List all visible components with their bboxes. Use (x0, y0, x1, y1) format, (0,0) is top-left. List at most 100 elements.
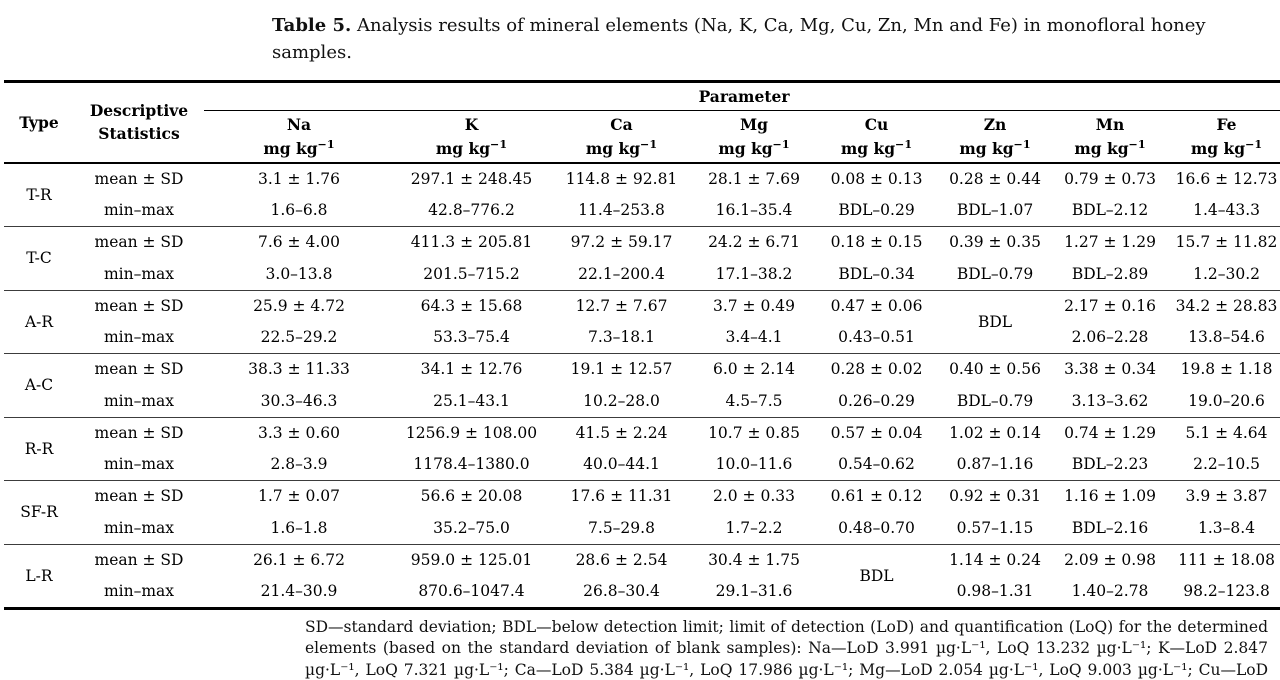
value-cell-mn-minmax: 1.40–2.78 (1051, 576, 1169, 610)
value-cell-mn-mean: 1.27 ± 1.29 (1064, 233, 1156, 252)
table-row-minmax: min–max 21.4–30.9 870.6–1047.4 26.8–30.4 29.… (4, 576, 1280, 610)
value-cell-mg-mean: 6.0 ± 2.14 (712, 360, 795, 379)
element-symbol: Zn (983, 115, 1007, 135)
element-unit: mg kg−1 (435, 137, 508, 158)
value-cell-fe-minmax: 98.2–123.8 (1169, 576, 1280, 610)
value-cell-na-mean: 3.3 ± 0.60 (257, 423, 340, 442)
parameter-header-row: Type Descriptive Statistics Parameter (4, 81, 1280, 164)
value-cell-fe-mean: 111 ± 18.08 (1178, 550, 1275, 569)
value-cell-mg-minmax: 29.1–31.6 (694, 576, 814, 610)
value-cell-mn-mean: 1.16 ± 1.09 (1064, 487, 1156, 506)
value-cell-cu-minmax: 0.48–0.70 (814, 512, 939, 545)
value-cell-mg-mean: 10.7 ± 0.85 (708, 423, 800, 442)
value-cell-zn-minmax: 0.87–1.16 (939, 449, 1051, 482)
value-cell-ca-minmax: 7.3–18.1 (549, 322, 694, 355)
element-unit: mg kg−1 (585, 137, 658, 158)
value-cell-cu-mean: 0.57 ± 0.04 (830, 423, 923, 442)
value-cell-mn-mean: 0.74 ± 1.29 (1064, 423, 1156, 442)
value-cell-ca-minmax: 26.8–30.4 (549, 576, 694, 610)
value-cell-zn-minmax: 0.57–1.15 (939, 512, 1051, 545)
stat-label-mean: mean ± SD (94, 296, 184, 315)
type-cell: T-R (4, 162, 74, 228)
value-cell-k-mean: 959.0 ± 125.01 (410, 550, 533, 569)
value-cell-ca-mean: 41.5 ± 2.24 (575, 423, 668, 442)
header-element-fe: Fe mg kg−1 (1169, 110, 1280, 164)
value-cell-k-minmax: 870.6–1047.4 (394, 576, 549, 610)
value-cell-mn-minmax: 3.13–3.62 (1051, 385, 1169, 418)
value-cell-cu: BDL (814, 544, 939, 610)
value-cell-na-minmax: 3.0–13.8 (204, 258, 394, 291)
element-unit: mg kg−1 (263, 137, 335, 158)
value-cell-cu-mean: 0.61 ± 0.12 (830, 487, 923, 506)
value-cell-mg-minmax: 3.4–4.1 (694, 322, 814, 355)
value-cell-fe-minmax: 19.0–20.6 (1169, 385, 1280, 418)
type-cell: A-C (4, 353, 74, 418)
value-cell-ca-mean: 114.8 ± 92.81 (565, 169, 678, 188)
value-cell-fe-minmax: 2.2–10.5 (1169, 449, 1280, 482)
table-caption-text: Analysis results of mineral elements (Na… (272, 15, 1206, 63)
stat-label-mean: mean ± SD (94, 423, 184, 442)
element-unit: mg kg−1 (959, 137, 1031, 158)
value-cell-mg-minmax: 1.7–2.2 (694, 512, 814, 545)
value-cell-zn-minmax: 0.98–1.31 (939, 576, 1051, 610)
value-cell-cu-minmax: 0.43–0.51 (814, 322, 939, 355)
type-cell: A-R (4, 290, 74, 355)
value-cell-fe-mean: 3.9 ± 3.87 (1185, 487, 1268, 506)
stat-label-mean: mean ± SD (94, 550, 184, 569)
value-cell-zn-mean: 0.92 ± 0.31 (949, 487, 1041, 506)
table-row-mean: A-C mean ± SD 38.3 ± 11.33 34.1 ± 12.76 19.1… (4, 353, 1280, 418)
value-cell-k-minmax: 42.8–776.2 (394, 195, 549, 228)
stat-label-minmax: min–max (74, 449, 204, 482)
value-cell-fe-mean: 34.2 ± 28.83 (1175, 296, 1278, 315)
value-cell-ca-mean: 17.6 ± 11.31 (570, 487, 673, 506)
element-unit: mg kg−1 (840, 137, 913, 158)
value-cell-na-minmax: 30.3–46.3 (204, 385, 394, 418)
header-type: Type (4, 81, 74, 164)
element-symbol: Fe (1216, 115, 1237, 135)
value-cell-zn-minmax: BDL–1.07 (939, 195, 1051, 228)
value-cell-na-minmax: 21.4–30.9 (204, 576, 394, 610)
row-group-r-r: R-R mean ± SD 3.3 ± 0.60 1256.9 ± 108.00 41.… (4, 417, 1280, 482)
value-cell-k-mean: 34.1 ± 12.76 (420, 360, 523, 379)
value-cell-mn-minmax: BDL–2.23 (1051, 449, 1169, 482)
value-cell-ca-mean: 19.1 ± 12.57 (570, 360, 673, 379)
value-cell-cu-minmax: BDL–0.29 (814, 195, 939, 228)
value-cell-ca-minmax: 22.1–200.4 (549, 258, 694, 291)
stat-label-minmax: min–max (74, 512, 204, 545)
value-cell-k-mean: 64.3 ± 15.68 (420, 296, 523, 315)
mineral-elements-table: Type Descriptive Statistics Parameter Na… (4, 80, 1280, 611)
value-cell-zn: BDL (939, 290, 1051, 355)
value-cell-zn-minmax: BDL–0.79 (939, 258, 1051, 291)
value-cell-fe-minmax: 1.4–43.3 (1169, 195, 1280, 228)
header-element-zn: Zn mg kg−1 (939, 110, 1051, 164)
value-cell-na-minmax: 2.8–3.9 (204, 449, 394, 482)
row-group-a-c: A-C mean ± SD 38.3 ± 11.33 34.1 ± 12.76 19.1… (4, 353, 1280, 418)
value-cell-k-mean: 411.3 ± 205.81 (410, 233, 533, 252)
value-cell-cu-mean: 0.28 ± 0.02 (830, 360, 923, 379)
element-symbol: Cu (864, 115, 889, 135)
value-cell-ca-minmax: 7.5–29.8 (549, 512, 694, 545)
header-element-mg: Mg mg kg−1 (694, 110, 814, 164)
value-cell-cu-minmax: 0.54–0.62 (814, 449, 939, 482)
value-cell-cu-minmax: 0.26–0.29 (814, 385, 939, 418)
header-parameter-group: Parameter (204, 81, 1280, 112)
table-row-minmax: min–max 22.5–29.2 53.3–75.4 7.3–18.1 3.4–4.1… (4, 322, 1280, 355)
value-cell-fe-mean: 15.7 ± 11.82 (1175, 233, 1278, 252)
header-descriptive-statistics: Descriptive Statistics (74, 81, 204, 164)
header-element-ca: Ca mg kg−1 (549, 110, 694, 164)
value-cell-cu-mean: 0.08 ± 0.13 (830, 169, 923, 188)
row-group-t-r: T-R mean ± SD 3.1 ± 1.76 297.1 ± 248.45 114.… (4, 162, 1280, 228)
element-symbol: Na (286, 115, 312, 135)
value-cell-k-minmax: 35.2–75.0 (394, 512, 549, 545)
table-caption: Table 5. Analysis results of mineral ele… (272, 12, 1272, 66)
value-cell-mg-mean: 3.7 ± 0.49 (712, 296, 795, 315)
row-group-sf-r: SF-R mean ± SD 1.7 ± 0.07 56.6 ± 20.08 17.6 … (4, 480, 1280, 545)
table-row-minmax: min–max 2.8–3.9 1178.4–1380.0 40.0–44.1 10.0… (4, 449, 1280, 482)
row-group-t-c: T-C mean ± SD 7.6 ± 4.00 411.3 ± 205.81 97.2… (4, 226, 1280, 291)
table-row-mean: R-R mean ± SD 3.3 ± 0.60 1256.9 ± 108.00 41.… (4, 417, 1280, 482)
value-cell-na-minmax: 1.6–1.8 (204, 512, 394, 545)
stat-label-minmax: min–max (74, 195, 204, 228)
value-cell-ca-mean: 12.7 ± 7.67 (575, 296, 668, 315)
